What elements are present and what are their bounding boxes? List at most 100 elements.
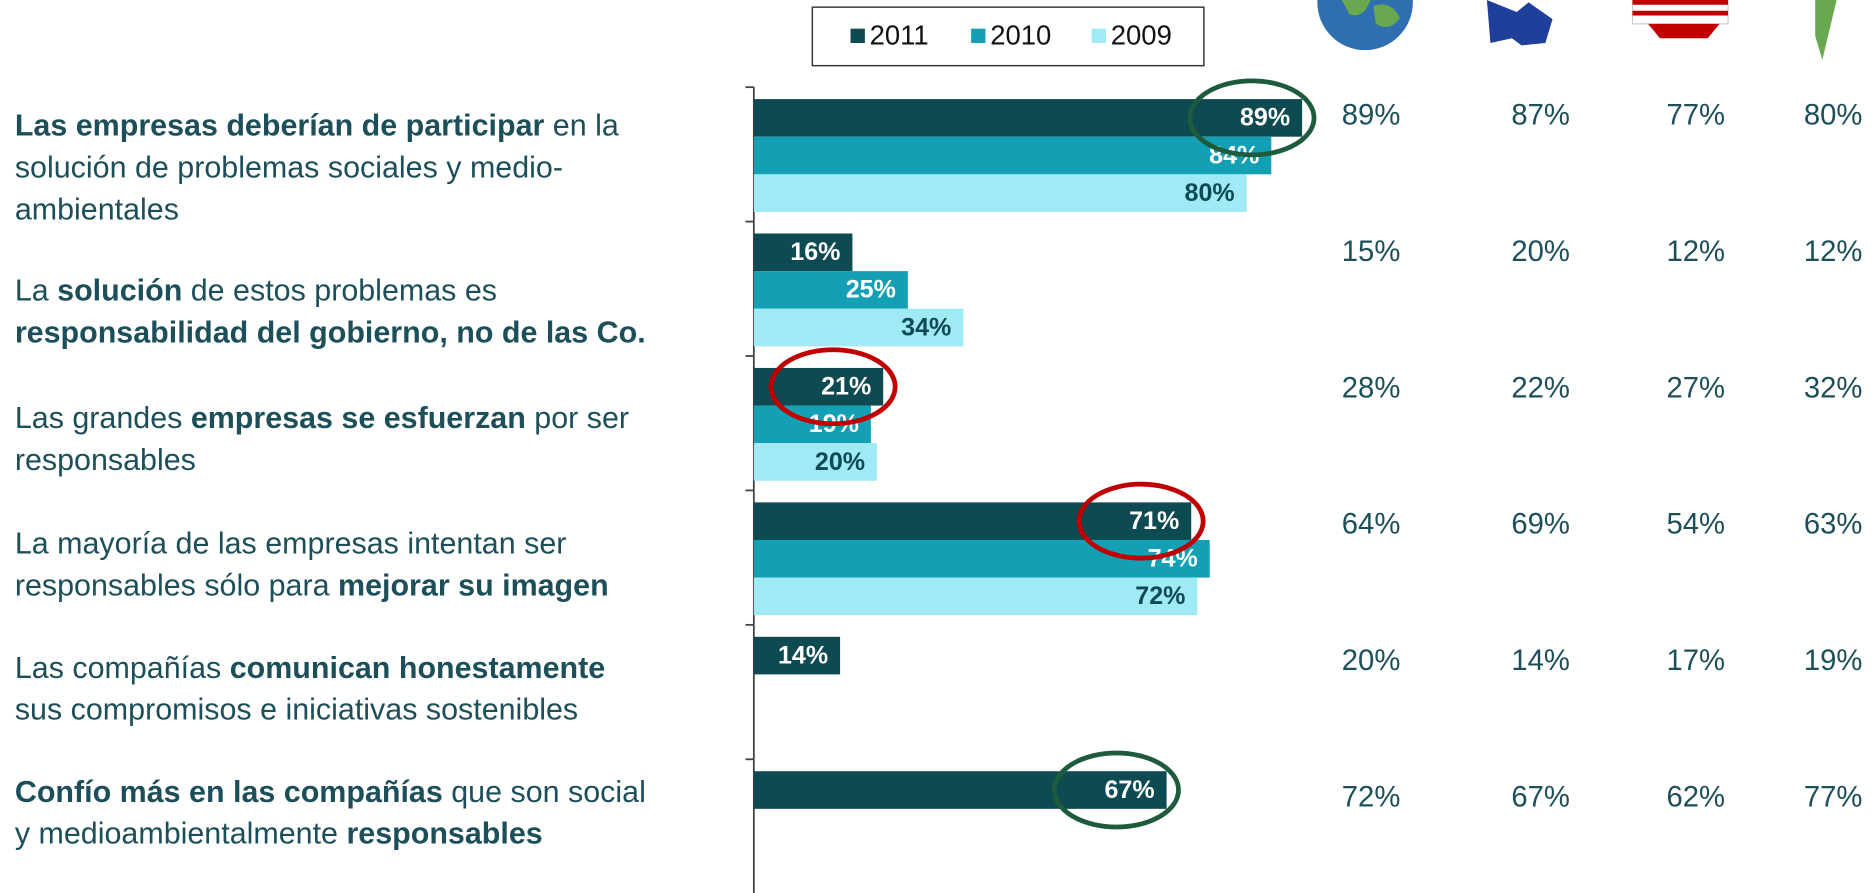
highlight-circle [768, 347, 898, 427]
table-cell: 28% [1342, 372, 1401, 404]
table-cell: 62% [1667, 781, 1726, 813]
value-label: 89% [1240, 104, 1290, 132]
table-cell: 15% [1342, 236, 1401, 268]
value-label: 72% [1135, 582, 1185, 610]
category-text: solución [57, 274, 182, 308]
value-label: 14% [778, 641, 828, 669]
table-cell: 77% [1667, 100, 1726, 132]
table-cell: 87% [1511, 100, 1570, 132]
value-label: 21% [821, 373, 871, 401]
bar [753, 99, 1303, 137]
table-cell: 17% [1667, 645, 1726, 677]
category-label: responsables sólo para mejorar su imagen [15, 568, 609, 602]
category-label: La solución de estos problemas es [15, 274, 497, 308]
value-label: 25% [846, 276, 896, 304]
category-label: La mayoría de las empresas intentan ser [15, 527, 567, 561]
category-text: en la [544, 109, 619, 143]
table-cell: 80% [1804, 100, 1863, 132]
bar [753, 577, 1198, 616]
category-text: La mayoría de las empresas intentan ser [15, 527, 567, 561]
table-cell: 77% [1804, 781, 1863, 813]
table-cell: 20% [1342, 645, 1401, 677]
category-text: responsables [346, 817, 542, 851]
bar [753, 308, 964, 347]
category-text: sus compromisos e iniciativas sostenible… [15, 693, 578, 727]
bar [753, 636, 841, 675]
legend-swatch [850, 28, 865, 43]
globe-land [1341, 0, 1400, 27]
value-label: 20% [815, 448, 865, 476]
table-cell: 20% [1511, 236, 1570, 268]
category-label: Las grandes empresas se esfuerzan por se… [15, 401, 629, 435]
value-label: 34% [901, 313, 951, 341]
argentina-map [1815, 0, 1837, 60]
value-label: 71% [1129, 507, 1179, 535]
value-label: 80% [1185, 179, 1235, 207]
category-text: La [15, 274, 57, 308]
bar [753, 271, 908, 309]
table-cell: 12% [1804, 236, 1863, 268]
category-text: mejorar su imagen [338, 568, 609, 602]
legend-box [811, 6, 1205, 67]
category-label: Las compañías comunican honestamente [15, 651, 605, 685]
category-label: Las empresas deberían de participar en l… [15, 109, 619, 143]
value-label: 16% [790, 238, 840, 266]
value-label: 67% [1104, 776, 1154, 804]
category-text: ambientales [15, 192, 179, 226]
table-cell: 32% [1804, 372, 1863, 404]
bar [753, 136, 1272, 175]
category-text: y medioambientalmente [15, 817, 347, 851]
table-cell: 14% [1511, 645, 1570, 677]
eu-map [1486, 0, 1553, 46]
category-text: comunican honestamente [230, 651, 605, 685]
us-map [1648, 23, 1720, 39]
table-cell: 54% [1667, 509, 1726, 541]
table-cell: 19% [1804, 645, 1863, 677]
table-cell: 72% [1342, 781, 1401, 813]
category-text: empresas se esfuerzan [191, 401, 526, 435]
legend-label: 2011 [870, 19, 929, 50]
category-text: responsables [15, 443, 196, 477]
flags [1317, 0, 1837, 60]
table-cell: 69% [1511, 509, 1570, 541]
category-text: que son social [443, 775, 646, 809]
category-label: sus compromisos e iniciativas sostenible… [15, 693, 578, 727]
category-label: ambientales [15, 192, 179, 226]
legend-label: 2009 [1111, 19, 1172, 50]
category-text: Las compañías [15, 651, 230, 685]
legend-swatch [1091, 28, 1107, 43]
bar [753, 502, 1192, 540]
highlight-circle [1076, 481, 1206, 561]
category-text: de estos problemas es [182, 274, 497, 308]
table-cell: 27% [1667, 372, 1726, 404]
legend-swatch [971, 28, 986, 43]
highlight-circle [1187, 78, 1317, 158]
category-label: solución de problemas sociales y medio- [15, 151, 563, 185]
table-cell: 63% [1804, 509, 1863, 541]
bar [753, 174, 1247, 212]
us-stripe [1632, 0, 1729, 5]
category-text: por ser [526, 401, 629, 435]
category-text: responsables sólo para [15, 568, 338, 602]
category-label: Confío más en las compañías que son soci… [15, 775, 646, 809]
table-cell: 12% [1667, 236, 1726, 268]
table-cell: 89% [1342, 100, 1401, 132]
category-text: solución de problemas sociales y medio- [15, 151, 563, 185]
category-label: responsabilidad del gobierno, no de las … [15, 315, 646, 349]
bar [753, 771, 1167, 809]
category-label: y medioambientalmente responsables [15, 817, 543, 851]
bar [753, 443, 878, 481]
category-label: responsables [15, 443, 196, 477]
highlight-circle [1051, 750, 1181, 830]
bar [753, 233, 853, 272]
table-cell: 64% [1342, 509, 1401, 541]
category-text: Las grandes [15, 401, 191, 435]
category-text: Confío más en las compañías [15, 775, 443, 809]
table-cell: 22% [1511, 372, 1570, 404]
category-text: Las empresas deberían de participar [15, 109, 545, 143]
table-cell: 67% [1511, 781, 1570, 813]
us-stripe [1632, 10, 1729, 16]
legend-label: 2010 [990, 19, 1051, 50]
